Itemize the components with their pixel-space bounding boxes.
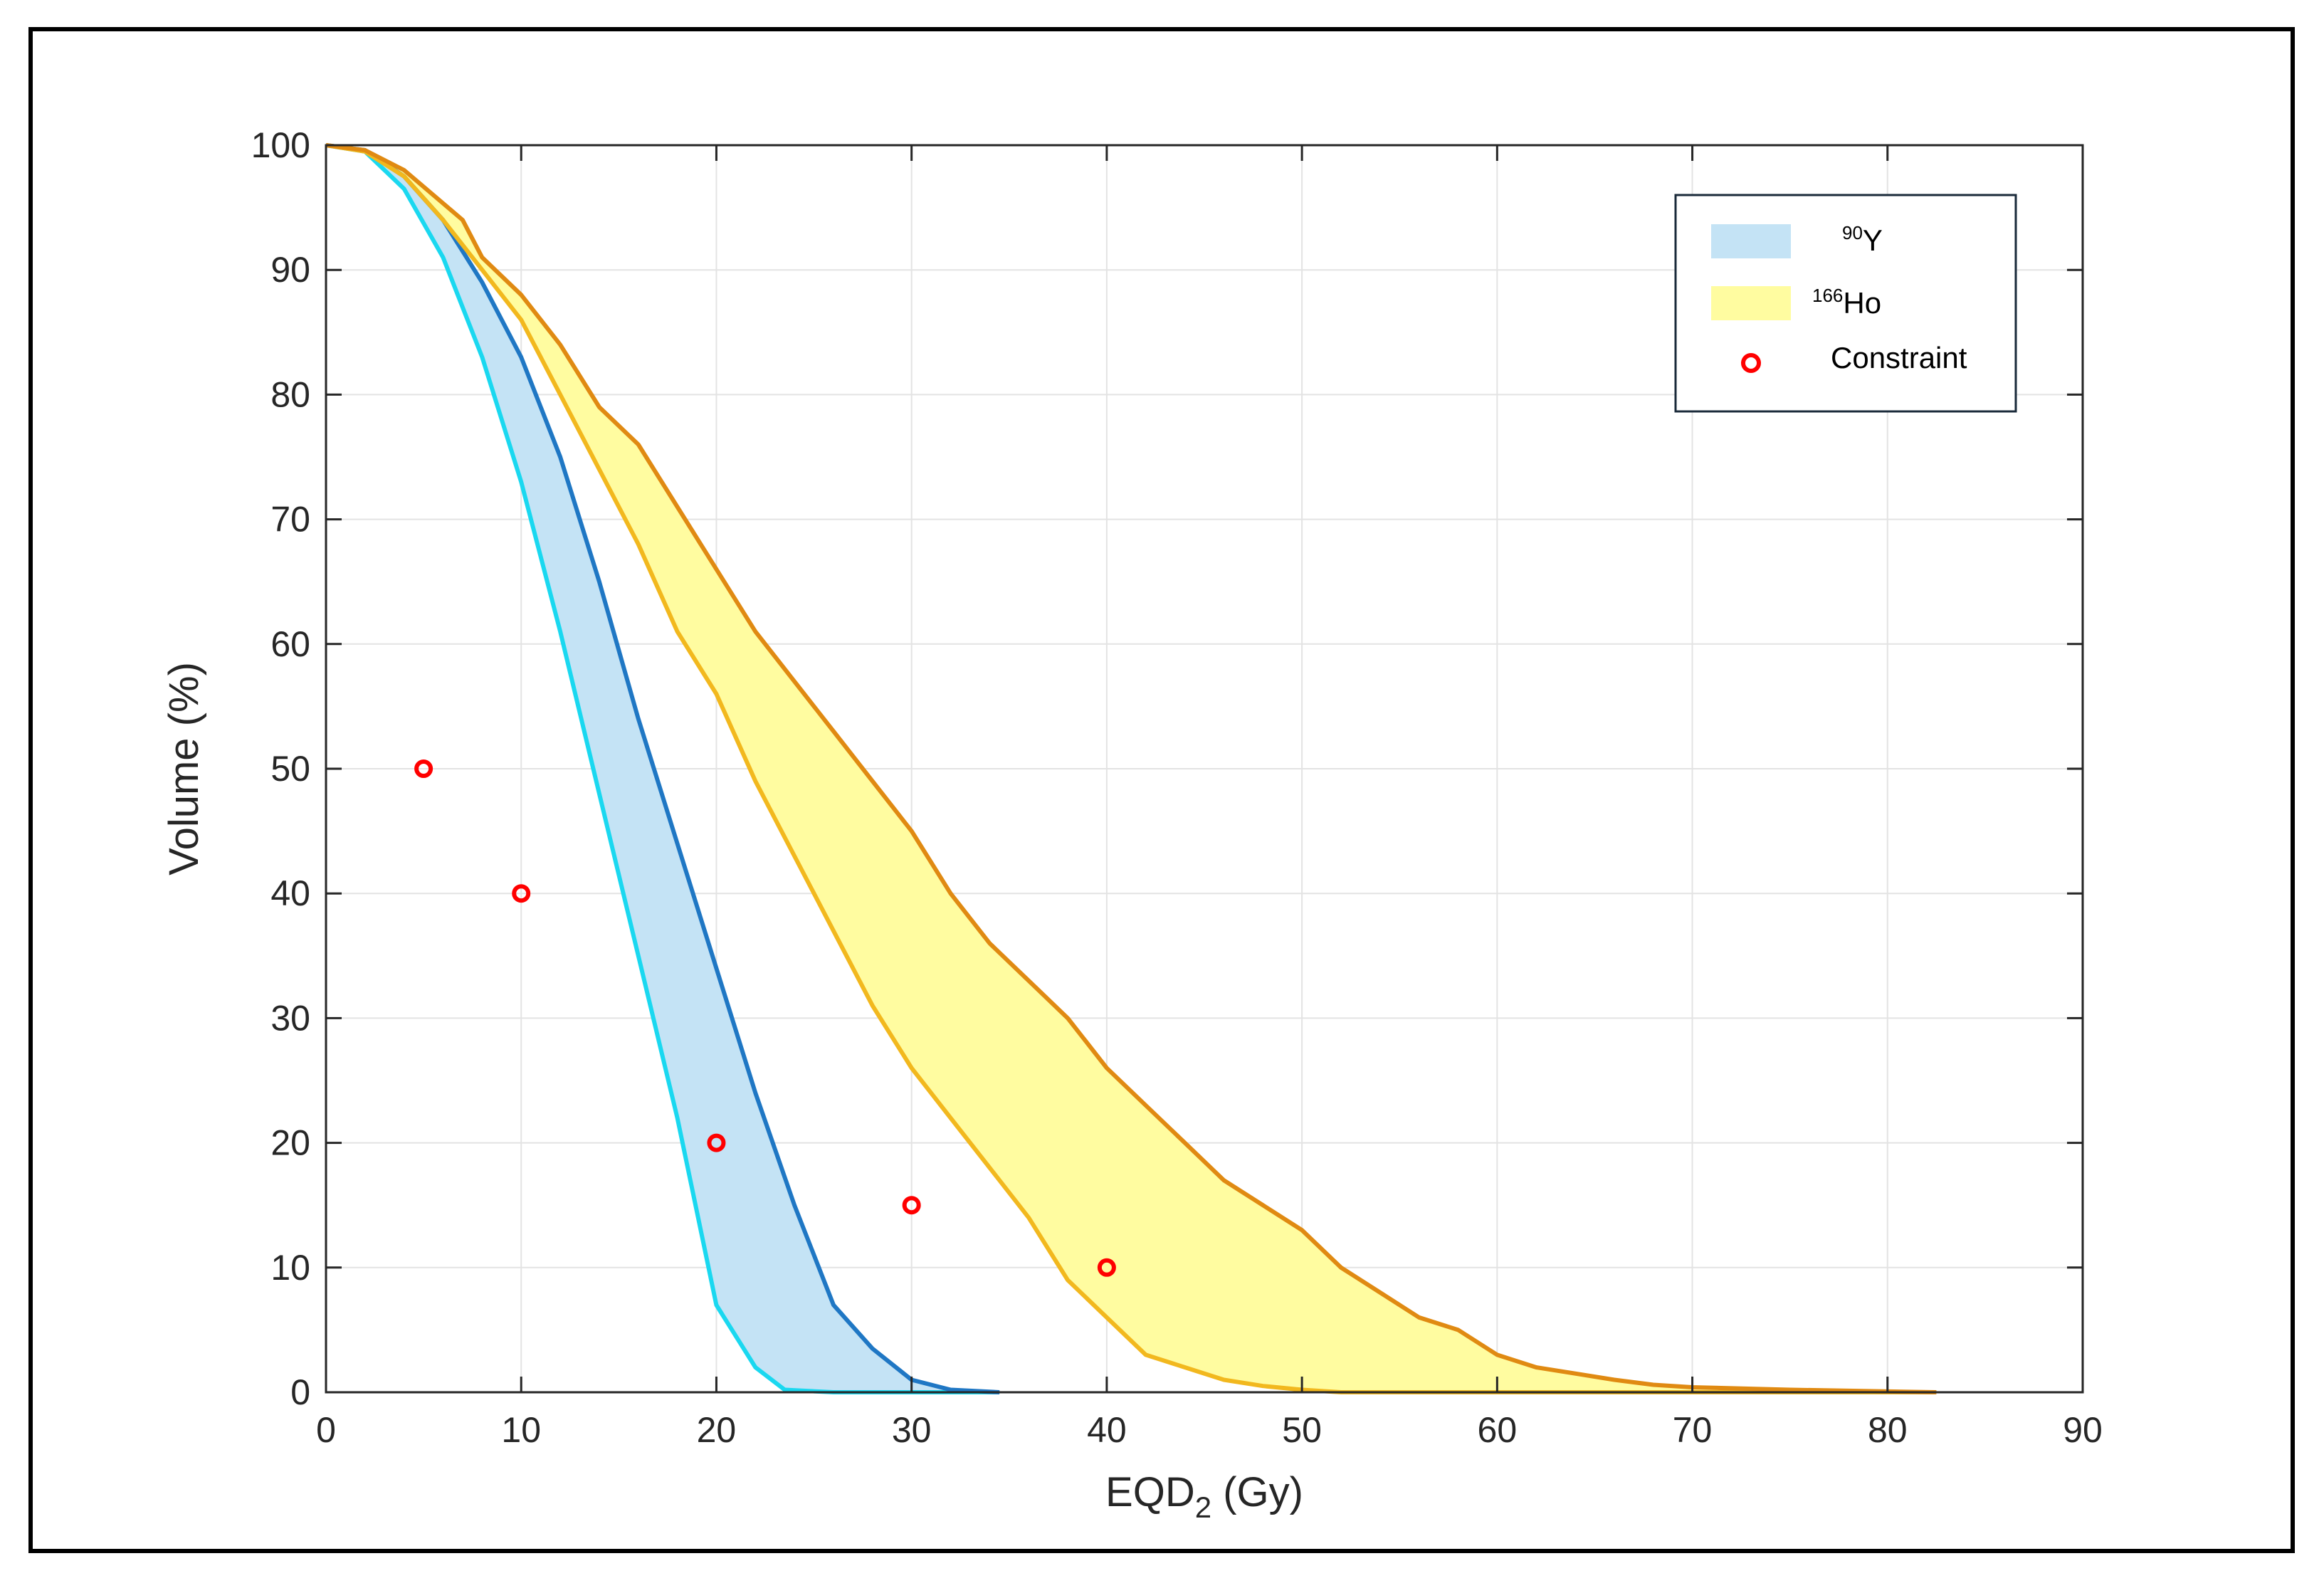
x-tick-label-0: 0	[316, 1410, 336, 1450]
x-axis-title: EQD2 (Gy)	[1105, 1469, 1303, 1524]
y-tick-label-0: 0	[290, 1372, 310, 1412]
y-tick-label-30: 30	[270, 998, 310, 1038]
line-ho166-lower	[325, 143, 1937, 1394]
legend-label-ho166: 166Ho	[1812, 285, 1881, 320]
constraint-point-3	[707, 1133, 726, 1152]
legend-label-constraint: Constraint	[1831, 341, 1967, 374]
legend: 90Y 166Ho Constraint	[1674, 194, 2017, 413]
constraint-point-4	[902, 1196, 921, 1215]
legend-label-ho166-text: Ho	[1843, 286, 1881, 320]
y-tick-label-80: 80	[270, 374, 310, 414]
legend-label-ho166-sup: 166	[1812, 285, 1843, 306]
legend-swatch-y90	[1711, 224, 1791, 258]
legend-label-y90-text: Y	[1863, 224, 1883, 257]
y-tick-label-40: 40	[270, 873, 310, 913]
y-tick-label-10: 10	[270, 1248, 310, 1288]
line-ho166-upper	[325, 143, 1937, 1394]
y-tick-label-90: 90	[270, 250, 310, 290]
x-tick-label-10: 10	[501, 1410, 541, 1450]
tick-layer: 0 10 20 30 40 50 60 70 80 90 0 10 20 30 40 50 60 70 80 90 10…	[251, 125, 2103, 1450]
line-y90-lower	[325, 143, 1000, 1394]
x-tick-label-40: 40	[1087, 1410, 1127, 1450]
x-tick-label-30: 30	[892, 1410, 932, 1450]
legend-label-y90: 90Y	[1842, 222, 1883, 257]
legend-swatch-ho166	[1711, 286, 1791, 320]
y-tick-label-100: 100	[251, 125, 310, 165]
constraint-point-1	[414, 759, 433, 778]
series-layer	[325, 143, 1937, 1394]
legend-marker-constraint	[1741, 353, 1761, 373]
constraint-layer	[414, 759, 1116, 1277]
y-axis-title: Volume (%)	[161, 662, 207, 875]
x-tick-label-80: 80	[1868, 1410, 1908, 1450]
x-tick-label-60: 60	[1478, 1410, 1518, 1450]
x-axis-title-subscript: 2	[1195, 1490, 1211, 1524]
band-ho166	[326, 145, 1937, 1392]
y-tick-label-20: 20	[270, 1123, 310, 1163]
x-tick-label-20: 20	[697, 1410, 737, 1450]
x-axis-title-main: EQD	[1105, 1469, 1195, 1515]
x-tick-label-50: 50	[1282, 1410, 1322, 1450]
constraint-point-5	[1097, 1258, 1116, 1277]
x-tick-label-90: 90	[2063, 1410, 2103, 1450]
x-tick-label-70: 70	[1673, 1410, 1713, 1450]
constraint-point-2	[512, 884, 531, 903]
y-tick-label-70: 70	[270, 500, 310, 540]
x-axis-title-unit: (Gy)	[1211, 1469, 1303, 1515]
y-tick-label-50: 50	[270, 749, 310, 789]
legend-label-y90-sup: 90	[1842, 222, 1863, 243]
y-tick-label-60: 60	[270, 624, 310, 664]
